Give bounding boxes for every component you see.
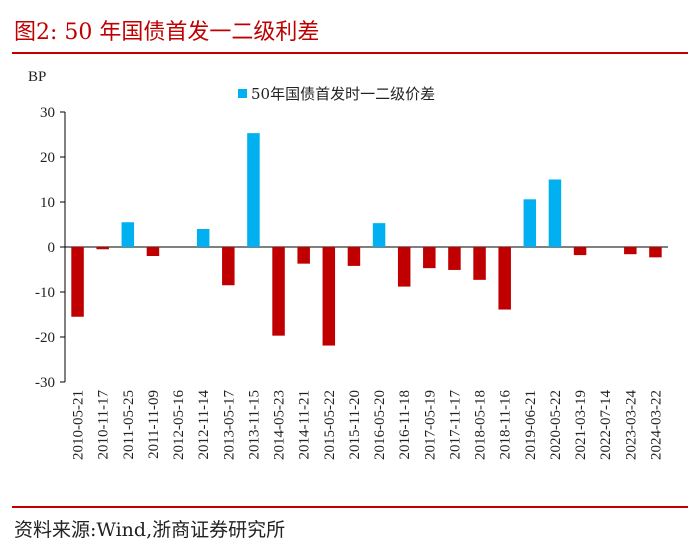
bar-2013-11-15	[247, 133, 260, 247]
bar-2020-05-22	[548, 179, 562, 247]
x-tick-label: 2022-07-14	[598, 390, 614, 460]
bar-2016-05-20	[372, 223, 386, 247]
source-note: 资料来源:Wind,浙商证券研究所	[14, 519, 286, 541]
x-tick-label: 2010-05-21	[71, 390, 87, 460]
bar-2023-03-24	[624, 247, 637, 255]
source-divider	[12, 506, 688, 508]
x-tick-label: 2012-11-14	[196, 390, 212, 460]
x-tick-label: 2023-03-24	[623, 390, 639, 460]
y-axis-label: BP	[28, 69, 46, 85]
x-tick-label: 2024-03-22	[648, 390, 664, 460]
x-tick-label: 2010-11-17	[96, 390, 112, 460]
figure-title: 图2: 50 年国债首发一二级利差	[14, 20, 320, 45]
bar-2010-11-17	[96, 247, 109, 250]
y-tick-label: 0	[48, 240, 56, 256]
x-tick-label: 2014-11-21	[297, 390, 313, 459]
x-tick-label: 2016-05-20	[372, 390, 388, 460]
y-tick-label: 20	[40, 150, 55, 166]
bar-2013-05-17	[222, 247, 235, 286]
y-tick-label: -30	[35, 375, 55, 391]
title-divider	[12, 52, 688, 54]
x-tick-label: 2011-05-25	[121, 390, 137, 459]
x-tick-label: 2021-03-19	[573, 390, 589, 460]
y-tick-label: 30	[40, 105, 55, 121]
bar-2010-05-21	[71, 247, 84, 317]
axes-layer	[60, 111, 668, 383]
bar-2015-05-22	[322, 247, 336, 346]
bars-layer	[71, 133, 662, 346]
bar-2018-11-16	[498, 247, 511, 310]
bar-2011-11-09	[146, 247, 160, 256]
bar-2017-05-19	[423, 247, 436, 269]
x-tick-label: 2015-05-22	[322, 390, 338, 460]
bar-2014-05-23	[272, 247, 285, 336]
bar-2019-06-21	[523, 199, 537, 247]
bar-2021-03-19	[573, 247, 587, 256]
x-tick-label: 2017-11-17	[447, 390, 463, 460]
y-tick-label: -20	[35, 330, 55, 346]
bar-2017-11-17	[448, 247, 461, 270]
bar-2016-11-18	[397, 247, 411, 287]
bar-2024-03-22	[649, 247, 662, 258]
bar-2012-11-14	[196, 229, 210, 247]
x-tick-label: 2013-11-15	[246, 390, 262, 459]
x-tick-label: 2017-05-19	[422, 390, 438, 460]
legend-label: 50年国债首发时一二级价差	[251, 85, 435, 103]
x-tick-label: 2016-11-18	[397, 390, 413, 459]
bar-2014-11-21	[297, 247, 310, 264]
tick-labels-layer: 30 20 10 0 -10 -20 -30 2010-05-21 2010-11-17 2011…	[35, 105, 664, 460]
x-tick-label: 2015-11-20	[347, 390, 363, 459]
y-tick-label: 10	[40, 195, 55, 211]
x-tick-label: 2013-05-17	[221, 390, 237, 460]
x-tick-label: 2014-05-23	[272, 390, 288, 460]
legend-swatch	[238, 89, 247, 98]
x-tick-label: 2018-11-16	[498, 390, 514, 460]
y-tick-label: -10	[35, 285, 55, 301]
x-tick-label: 2012-05-16	[171, 390, 187, 460]
x-tick-label: 2019-06-21	[523, 390, 539, 460]
x-tick-label: 2011-11-09	[146, 390, 162, 459]
bar-2015-11-20	[347, 247, 361, 266]
x-tick-label: 2020-05-22	[548, 390, 564, 460]
x-tick-label: 2018-05-18	[473, 390, 489, 460]
bar-2011-05-25	[121, 222, 135, 247]
bar-2018-05-18	[473, 247, 486, 280]
